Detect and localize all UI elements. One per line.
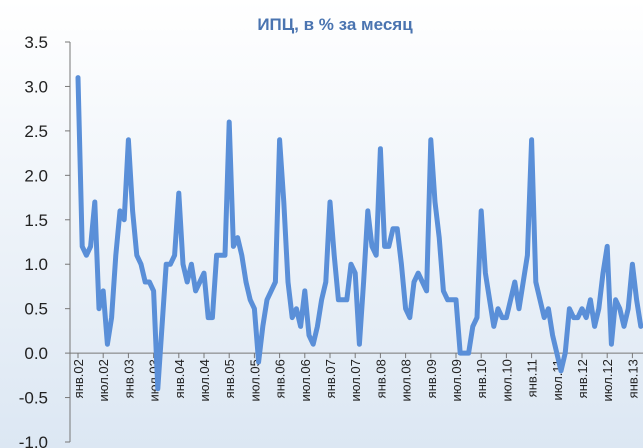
x-tick-label: июл.05 <box>247 359 262 401</box>
x-tick-label: янв.04 <box>172 359 187 398</box>
x-tick-label: янв.12 <box>575 359 590 398</box>
y-tick-label: 3.5 <box>24 33 48 52</box>
x-tick-label: янв.10 <box>474 359 489 398</box>
series-line <box>75 75 643 392</box>
x-tick-label: июл.08 <box>399 359 414 401</box>
x-tick-label: янв.05 <box>222 359 237 398</box>
y-tick-label: 1.5 <box>24 211 48 230</box>
y-tick-label: 2.5 <box>24 122 48 141</box>
x-tick-label: июл.06 <box>298 359 313 401</box>
y-tick-label: -1.0 <box>19 433 48 448</box>
x-tick-label: янв.07 <box>323 359 338 398</box>
x-tick-label: июл.02 <box>96 359 111 401</box>
x-tick-label: янв.03 <box>121 359 136 398</box>
x-tick-label: янв.08 <box>373 359 388 398</box>
x-tick-label: июл.10 <box>499 359 514 401</box>
y-tick-label: 1.0 <box>24 255 48 274</box>
y-tick-label: 0.5 <box>24 300 48 319</box>
chart-title: ИПЦ, в % за месяц <box>257 15 413 34</box>
x-tick-label: июл.04 <box>197 359 212 401</box>
y-tick-label: 2.0 <box>24 166 48 185</box>
x-tick-label: янв.06 <box>273 359 288 398</box>
x-tick-label: янв.09 <box>424 359 439 398</box>
x-tick-label: янв.11 <box>525 359 540 397</box>
y-tick-label: 3.0 <box>24 77 48 96</box>
y-tick-label: -0.5 <box>19 389 48 408</box>
x-tick-label: июл.07 <box>348 359 363 401</box>
x-tick-label: июл.09 <box>449 359 464 401</box>
x-tick-label: июл.12 <box>600 359 615 401</box>
x-tick-label: янв.02 <box>71 359 86 398</box>
y-tick-label: 0.0 <box>24 344 48 363</box>
x-tick-label: янв.13 <box>625 359 640 398</box>
